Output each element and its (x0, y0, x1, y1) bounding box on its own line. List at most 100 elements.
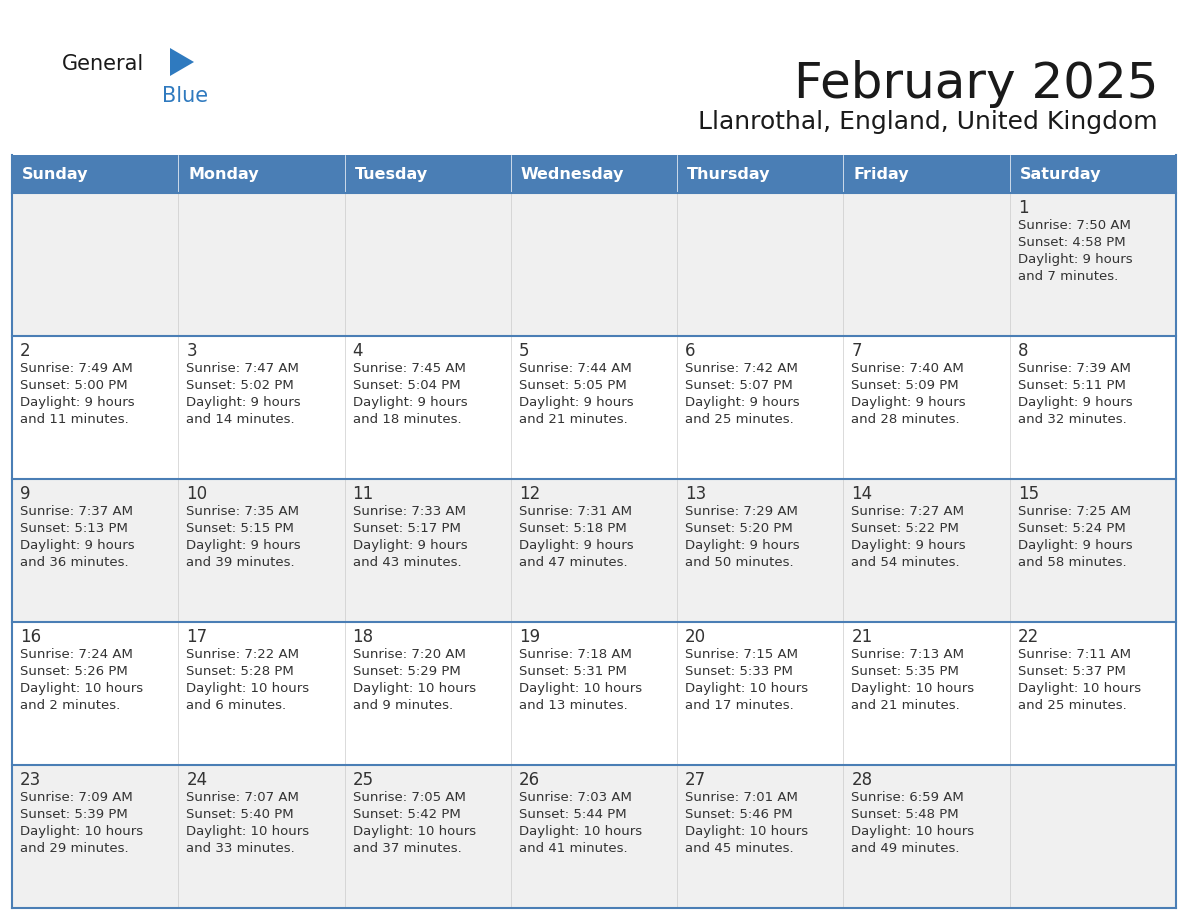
Text: Sunday: Sunday (23, 166, 88, 182)
Text: Sunrise: 7:11 AM: Sunrise: 7:11 AM (1018, 648, 1131, 661)
Text: 1: 1 (1018, 199, 1029, 217)
Text: Daylight: 9 hours: Daylight: 9 hours (685, 396, 800, 409)
Text: Sunrise: 7:22 AM: Sunrise: 7:22 AM (187, 648, 299, 661)
Text: Daylight: 9 hours: Daylight: 9 hours (519, 396, 633, 409)
Text: Sunrise: 7:13 AM: Sunrise: 7:13 AM (852, 648, 965, 661)
Text: Sunrise: 7:31 AM: Sunrise: 7:31 AM (519, 505, 632, 518)
Text: 24: 24 (187, 771, 208, 789)
Text: 14: 14 (852, 485, 872, 503)
Bar (677, 155, 843, 193)
Text: Daylight: 10 hours: Daylight: 10 hours (20, 682, 143, 695)
Bar (12, 155, 178, 193)
Text: Sunrise: 7:40 AM: Sunrise: 7:40 AM (852, 362, 965, 375)
Text: Daylight: 10 hours: Daylight: 10 hours (519, 825, 642, 838)
Text: and 54 minutes.: and 54 minutes. (852, 556, 960, 569)
Text: Sunrise: 7:50 AM: Sunrise: 7:50 AM (1018, 219, 1131, 232)
Text: Daylight: 10 hours: Daylight: 10 hours (1018, 682, 1140, 695)
Text: 2: 2 (20, 342, 31, 360)
Text: and 21 minutes.: and 21 minutes. (519, 413, 627, 426)
Text: 19: 19 (519, 628, 541, 646)
Text: and 41 minutes.: and 41 minutes. (519, 842, 627, 855)
Text: Sunrise: 7:47 AM: Sunrise: 7:47 AM (187, 362, 299, 375)
Text: Sunrise: 7:39 AM: Sunrise: 7:39 AM (1018, 362, 1131, 375)
Text: 28: 28 (852, 771, 872, 789)
Text: 8: 8 (1018, 342, 1029, 360)
Text: Sunset: 5:02 PM: Sunset: 5:02 PM (187, 379, 295, 392)
Text: Daylight: 9 hours: Daylight: 9 hours (187, 396, 301, 409)
Text: Monday: Monday (188, 166, 259, 182)
Text: Daylight: 9 hours: Daylight: 9 hours (353, 539, 467, 552)
Text: Sunrise: 7:37 AM: Sunrise: 7:37 AM (20, 505, 133, 518)
Text: 22: 22 (1018, 628, 1040, 646)
Text: Daylight: 9 hours: Daylight: 9 hours (685, 539, 800, 552)
Text: Sunrise: 7:03 AM: Sunrise: 7:03 AM (519, 791, 632, 804)
Bar (345, 155, 511, 193)
Text: 10: 10 (187, 485, 208, 503)
Text: Sunset: 5:24 PM: Sunset: 5:24 PM (1018, 522, 1125, 535)
Text: and 33 minutes.: and 33 minutes. (187, 842, 295, 855)
Text: Sunset: 5:28 PM: Sunset: 5:28 PM (187, 665, 295, 678)
Text: Sunset: 5:04 PM: Sunset: 5:04 PM (353, 379, 460, 392)
Text: Daylight: 10 hours: Daylight: 10 hours (852, 825, 974, 838)
Text: 13: 13 (685, 485, 707, 503)
Text: and 45 minutes.: and 45 minutes. (685, 842, 794, 855)
Text: Daylight: 9 hours: Daylight: 9 hours (20, 396, 134, 409)
Text: Sunset: 5:40 PM: Sunset: 5:40 PM (187, 808, 293, 821)
Text: Sunset: 5:09 PM: Sunset: 5:09 PM (852, 379, 959, 392)
Text: Sunrise: 7:05 AM: Sunrise: 7:05 AM (353, 791, 466, 804)
Text: 23: 23 (20, 771, 42, 789)
Text: Daylight: 10 hours: Daylight: 10 hours (685, 682, 808, 695)
Polygon shape (170, 48, 194, 76)
Text: Daylight: 10 hours: Daylight: 10 hours (20, 825, 143, 838)
Text: 25: 25 (353, 771, 374, 789)
Text: and 50 minutes.: and 50 minutes. (685, 556, 794, 569)
Text: Daylight: 10 hours: Daylight: 10 hours (519, 682, 642, 695)
Text: and 47 minutes.: and 47 minutes. (519, 556, 627, 569)
Bar (12, 193, 1176, 336)
Text: Daylight: 9 hours: Daylight: 9 hours (187, 539, 301, 552)
Text: Daylight: 9 hours: Daylight: 9 hours (852, 396, 966, 409)
Text: 27: 27 (685, 771, 707, 789)
Text: Sunset: 5:26 PM: Sunset: 5:26 PM (20, 665, 128, 678)
Text: Sunrise: 7:25 AM: Sunrise: 7:25 AM (1018, 505, 1131, 518)
Text: and 28 minutes.: and 28 minutes. (852, 413, 960, 426)
Text: Friday: Friday (853, 166, 909, 182)
Text: and 9 minutes.: and 9 minutes. (353, 699, 453, 712)
Text: Sunrise: 6:59 AM: Sunrise: 6:59 AM (852, 791, 965, 804)
Text: Sunset: 5:31 PM: Sunset: 5:31 PM (519, 665, 627, 678)
Text: Sunset: 5:48 PM: Sunset: 5:48 PM (852, 808, 959, 821)
Bar (12, 622, 1176, 765)
Bar (12, 765, 1176, 908)
Text: Daylight: 9 hours: Daylight: 9 hours (519, 539, 633, 552)
Text: Blue: Blue (162, 86, 208, 106)
Text: Sunrise: 7:24 AM: Sunrise: 7:24 AM (20, 648, 133, 661)
Text: Sunset: 5:18 PM: Sunset: 5:18 PM (519, 522, 626, 535)
Text: Daylight: 9 hours: Daylight: 9 hours (1018, 539, 1132, 552)
Bar (1010, 155, 1176, 193)
Text: Sunrise: 7:33 AM: Sunrise: 7:33 AM (353, 505, 466, 518)
Text: and 25 minutes.: and 25 minutes. (685, 413, 794, 426)
Text: Sunset: 5:07 PM: Sunset: 5:07 PM (685, 379, 792, 392)
Text: 26: 26 (519, 771, 541, 789)
Text: 3: 3 (187, 342, 197, 360)
Text: and 43 minutes.: and 43 minutes. (353, 556, 461, 569)
Text: Sunset: 5:11 PM: Sunset: 5:11 PM (1018, 379, 1125, 392)
Bar (12, 336, 1176, 479)
Text: Thursday: Thursday (687, 166, 771, 182)
Text: Sunset: 5:35 PM: Sunset: 5:35 PM (852, 665, 959, 678)
Text: Sunset: 5:22 PM: Sunset: 5:22 PM (852, 522, 959, 535)
Text: and 49 minutes.: and 49 minutes. (852, 842, 960, 855)
Bar (511, 155, 677, 193)
Text: Sunrise: 7:45 AM: Sunrise: 7:45 AM (353, 362, 466, 375)
Text: Sunrise: 7:49 AM: Sunrise: 7:49 AM (20, 362, 133, 375)
Text: Sunset: 4:58 PM: Sunset: 4:58 PM (1018, 236, 1125, 249)
Text: Sunset: 5:29 PM: Sunset: 5:29 PM (353, 665, 460, 678)
Text: 12: 12 (519, 485, 541, 503)
Bar (843, 155, 1010, 193)
Text: and 17 minutes.: and 17 minutes. (685, 699, 794, 712)
Text: 18: 18 (353, 628, 374, 646)
Text: and 14 minutes.: and 14 minutes. (187, 413, 295, 426)
Bar (178, 155, 345, 193)
Text: Sunrise: 7:29 AM: Sunrise: 7:29 AM (685, 505, 798, 518)
Text: 9: 9 (20, 485, 31, 503)
